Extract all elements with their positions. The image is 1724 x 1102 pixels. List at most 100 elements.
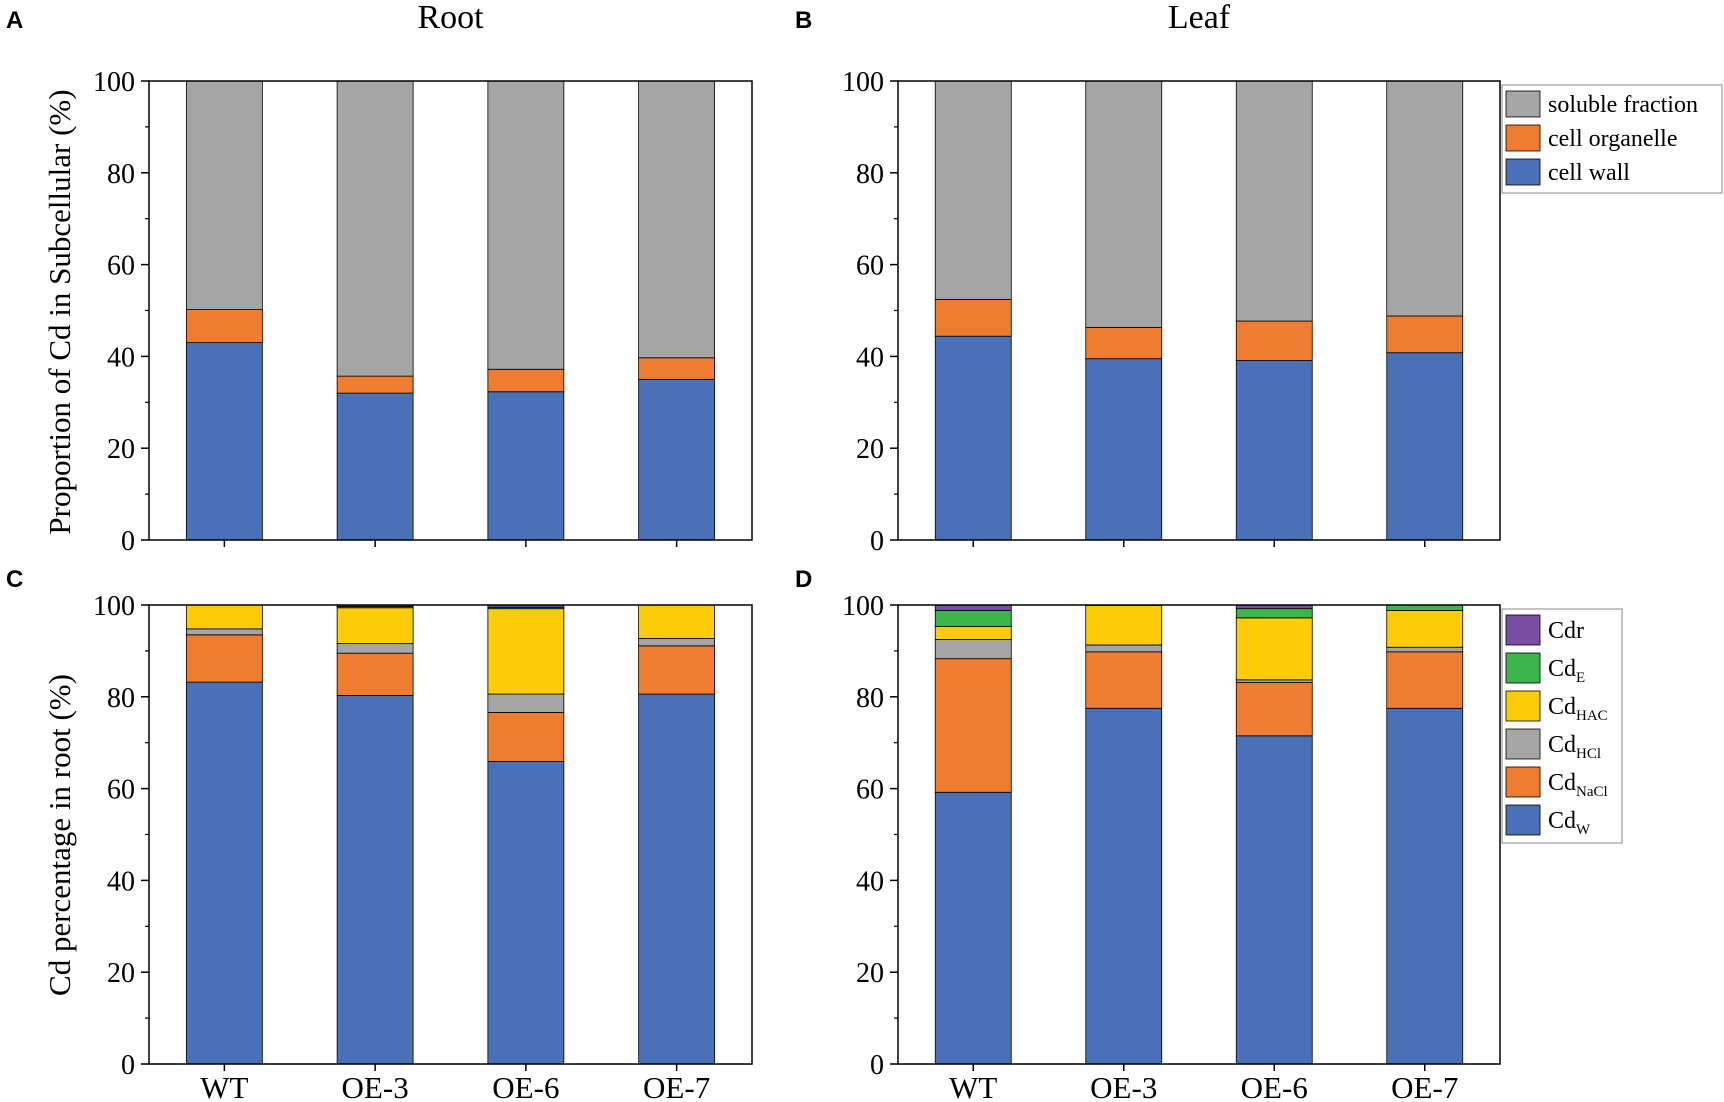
bar-segment-cdhac — [1386, 610, 1464, 648]
bar-segment-soluble-fraction — [487, 80, 565, 370]
bar-segment-cdhcl — [336, 643, 414, 654]
bar-segment-cdw — [336, 695, 414, 1065]
bar-segment-cell-organelle — [185, 309, 263, 344]
bar-segment-cdnacl — [487, 712, 565, 762]
y-tick-label: 40 — [856, 866, 884, 897]
y-tick-label: 80 — [856, 683, 884, 714]
bar-segment-cdhcl — [934, 639, 1012, 660]
chart-panel-a: A Root Proportion of Cd in Subcellular (%)… — [6, 0, 753, 557]
panel-letter: B — [795, 7, 812, 34]
bar-segment-cell-wall — [336, 392, 414, 541]
y-tick-label: 100 — [93, 591, 135, 622]
bar-segment-cdw — [1386, 707, 1464, 1065]
bar-segment-cdnacl — [336, 652, 414, 696]
bar-segment-cell-wall — [1085, 358, 1163, 541]
bar-segment-soluble-fraction — [1386, 80, 1464, 317]
bar-segment-cell-organelle — [934, 299, 1012, 337]
bar-segment-cdhac — [934, 626, 1012, 640]
x-tick-label: WT — [949, 1070, 997, 1102]
panel-letter: D — [795, 566, 812, 593]
y-tick-label: 80 — [107, 159, 135, 190]
y-tick-label: 80 — [856, 159, 884, 190]
bar-segment-cdhcl — [638, 638, 716, 647]
panel-title: Leaf — [1168, 0, 1231, 36]
y-tick-label: 60 — [856, 251, 884, 282]
legend-swatch-cdnacl — [1505, 766, 1541, 798]
y-tick-label: 60 — [107, 775, 135, 806]
x-tick-label: OE-3 — [342, 1070, 409, 1102]
y-tick-label: 40 — [107, 866, 135, 897]
legend-swatch-cdw — [1505, 804, 1541, 836]
y-tick-label: 40 — [107, 342, 135, 373]
bar-segment-cell-wall — [487, 391, 565, 541]
chart-panel-b: B Leaf 0 20 40 60 80 100 soluble fraction cell or… — [795, 0, 1723, 557]
y-tick-label: 0 — [121, 1050, 135, 1081]
bar-stack-oe-6 — [487, 80, 565, 541]
bar-segment-cell-wall — [1235, 360, 1313, 541]
bar-stack-oe-3 — [1085, 80, 1163, 541]
y-tick-label: 80 — [107, 683, 135, 714]
bar-stack-oe-3 — [336, 80, 414, 541]
bar-segment-cdw — [934, 791, 1012, 1065]
bar-segment-soluble-fraction — [1235, 80, 1313, 322]
y-tick-label: 20 — [107, 958, 135, 989]
y-axis-label: Proportion of Cd in Subcellular (%) — [42, 89, 77, 534]
bar-segment-cdw — [1235, 735, 1313, 1065]
bar-stack-oe-6 — [487, 604, 565, 1065]
bar-segment-cdhcl — [185, 628, 263, 636]
bar-stack-oe-7 — [638, 80, 716, 541]
bar-stack-oe-6 — [1235, 80, 1313, 541]
y-tick-label: 0 — [870, 526, 884, 557]
bar-segment-cdw — [638, 693, 716, 1065]
bar-segment-soluble-fraction — [934, 80, 1012, 300]
bar-segment-cde — [1386, 604, 1464, 611]
legend-label: CdNaCl — [1548, 770, 1608, 800]
legend-label: CdE — [1548, 656, 1585, 686]
bar-segment-cdr — [934, 604, 1012, 611]
bar-segment-cell-wall — [185, 342, 263, 541]
bar-stack-oe-3 — [1085, 604, 1163, 1065]
legend-swatch-cell-organelle — [1505, 124, 1541, 152]
bar-segment-soluble-fraction — [1085, 80, 1163, 328]
bar-segment-cdw — [1085, 707, 1163, 1065]
legend: Cdr CdE CdHAC CdHCl CdNaCl CdW — [1501, 608, 1623, 844]
panel-letter: A — [6, 7, 23, 34]
bar-stack-oe-7 — [1386, 80, 1464, 541]
bar-segment-cdnacl — [1085, 651, 1163, 709]
y-tick-label: 20 — [107, 434, 135, 465]
x-tick-label: OE-7 — [643, 1070, 710, 1102]
bar-segment-cdnacl — [1386, 651, 1464, 709]
bar-stack-oe-6 — [1235, 604, 1313, 1065]
y-tick-label: 100 — [842, 591, 884, 622]
bar-segment-cell-organelle — [1085, 327, 1163, 360]
bar-segment-cde — [934, 610, 1012, 627]
y-tick-label: 20 — [856, 434, 884, 465]
y-tick-label: 100 — [842, 67, 884, 98]
chart-panel-c: C Cd percentage in root (%) 0 20 40 60 80 100 WT… — [6, 566, 753, 1102]
bar-segment-cell-organelle — [1235, 320, 1313, 361]
bar-segment-cdhcl — [1085, 644, 1163, 653]
bar-segment-cdhcl — [1386, 646, 1464, 653]
bar-segment-soluble-fraction — [336, 80, 414, 377]
y-axis-label: Cd percentage in root (%) — [42, 674, 77, 996]
bar-segment-cell-organelle — [1386, 315, 1464, 354]
bar-segment-cdw — [185, 681, 263, 1065]
legend-label: soluble fraction — [1548, 92, 1698, 118]
legend-label: cell wall — [1548, 160, 1630, 186]
bar-segment-cdhac — [487, 608, 565, 695]
y-tick-label: 60 — [107, 251, 135, 282]
bar-stack-wt — [185, 80, 263, 541]
bar-segment-cdhac — [638, 604, 716, 639]
legend-label: cell organelle — [1548, 126, 1678, 152]
bar-stack-oe-7 — [1386, 604, 1464, 1065]
bar-segment-soluble-fraction — [185, 80, 263, 310]
x-tick-label: WT — [200, 1070, 248, 1102]
legend-swatch-cdhac — [1505, 690, 1541, 722]
x-tick-label: OE-3 — [1090, 1070, 1157, 1102]
x-tick-label: OE-6 — [1241, 1070, 1308, 1102]
bar-stack-oe-7 — [638, 604, 716, 1065]
bar-segment-cell-organelle — [336, 375, 414, 394]
bar-segment-cdhac — [1235, 617, 1313, 681]
